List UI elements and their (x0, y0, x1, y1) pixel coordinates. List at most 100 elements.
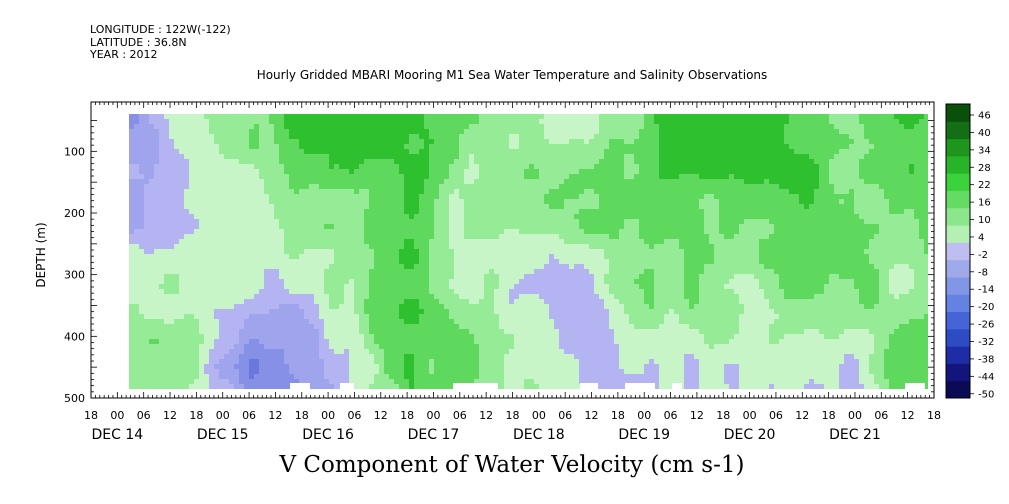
heatmap-cell (349, 174, 354, 179)
heatmap-cell (169, 194, 174, 199)
heatmap-cell (519, 219, 524, 224)
heatmap-cell (314, 344, 319, 349)
heatmap-cell (234, 244, 239, 249)
heatmap-cell (209, 239, 214, 244)
heatmap-cell (344, 229, 349, 234)
heatmap-cell (494, 179, 499, 184)
heatmap-cell (414, 174, 419, 179)
heatmap-cell (534, 384, 539, 389)
heatmap-cell (169, 274, 174, 279)
heatmap-cell (404, 174, 409, 179)
heatmap-cell (309, 284, 314, 289)
heatmap-cell (154, 384, 159, 389)
heatmap-cell (524, 259, 529, 264)
heatmap-cell (344, 304, 349, 309)
heatmap-cell (224, 329, 229, 334)
heatmap-cell (519, 204, 524, 209)
heatmap-cell (189, 309, 194, 314)
heatmap-cell (344, 349, 349, 354)
heatmap-cell (569, 244, 574, 249)
heatmap-cell (419, 269, 424, 274)
heatmap-cell (554, 224, 559, 229)
heatmap-cell (419, 284, 424, 289)
heatmap-cell (289, 294, 294, 299)
heatmap-cell (444, 234, 449, 239)
chart-title: Hourly Gridded MBARI Mooring M1 Sea Wate… (256, 68, 768, 82)
heatmap-cell (249, 134, 254, 139)
heatmap-cell (254, 134, 259, 139)
heatmap-cell (139, 334, 144, 339)
heatmap-cell (284, 189, 289, 194)
heatmap-cell (364, 179, 369, 184)
heatmap-cell (414, 294, 419, 299)
heatmap-cell (489, 304, 494, 309)
heatmap-cell (529, 339, 534, 344)
heatmap-cell (499, 309, 504, 314)
heatmap-cell (424, 299, 429, 304)
heatmap-cell (319, 249, 324, 254)
heatmap-cell (139, 344, 144, 349)
heatmap-cell (299, 354, 304, 359)
heatmap-cell (269, 349, 274, 354)
heatmap-cell (264, 119, 269, 124)
heatmap-cell (194, 114, 199, 119)
heatmap-cell (229, 319, 234, 324)
heatmap-cell (329, 369, 334, 374)
heatmap-cell (394, 274, 399, 279)
heatmap-cell (494, 169, 499, 174)
heatmap-cell (314, 309, 319, 314)
heatmap-cell (364, 219, 369, 224)
heatmap-cell (184, 299, 189, 304)
heatmap-cell (369, 319, 374, 324)
heatmap-cell (139, 169, 144, 174)
heatmap-cell (354, 269, 359, 274)
heatmap-cell (234, 374, 239, 379)
heatmap-cell (129, 309, 134, 314)
heatmap-cell (569, 374, 574, 379)
heatmap-cell (294, 224, 299, 229)
heatmap-cell (529, 264, 534, 269)
heatmap-cell (384, 269, 389, 274)
heatmap-cell (239, 334, 244, 339)
heatmap-cell (539, 119, 544, 124)
heatmap-cell (224, 229, 229, 234)
heatmap-cell (129, 169, 134, 174)
heatmap-cell (549, 189, 554, 194)
heatmap-cell (409, 379, 414, 384)
heatmap-cell (129, 379, 134, 384)
heatmap-cell (134, 164, 139, 169)
heatmap-cell (274, 329, 279, 334)
heatmap-cell (399, 314, 404, 319)
heatmap-cell (564, 234, 569, 239)
heatmap-cell (349, 239, 354, 244)
heatmap-cell (439, 274, 444, 279)
heatmap-cell (294, 259, 299, 264)
heatmap-cell (134, 149, 139, 154)
heatmap-cell (279, 349, 284, 354)
heatmap-cell (329, 194, 334, 199)
heatmap-cell (344, 134, 349, 139)
heatmap-cell (129, 324, 134, 329)
heatmap-cell (559, 184, 564, 189)
heatmap-cell (244, 374, 249, 379)
heatmap-cell (544, 359, 549, 364)
heatmap-cell (159, 164, 164, 169)
heatmap-cell (339, 274, 344, 279)
heatmap-cell (504, 349, 509, 354)
heatmap-cell (249, 269, 254, 274)
heatmap-cell (504, 149, 509, 154)
heatmap-cell (224, 139, 229, 144)
heatmap-cell (299, 334, 304, 339)
heatmap-cell (539, 304, 544, 309)
heatmap-cell (159, 274, 164, 279)
heatmap-cell (199, 299, 204, 304)
heatmap-cell (434, 124, 439, 129)
heatmap-cell (329, 274, 334, 279)
heatmap-cell (509, 214, 514, 219)
heatmap-cell (469, 169, 474, 174)
heatmap-cell (429, 134, 434, 139)
heatmap-cell (299, 209, 304, 214)
heatmap-cell (559, 119, 564, 124)
heatmap-cell (514, 269, 519, 274)
heatmap-cell (364, 319, 369, 324)
